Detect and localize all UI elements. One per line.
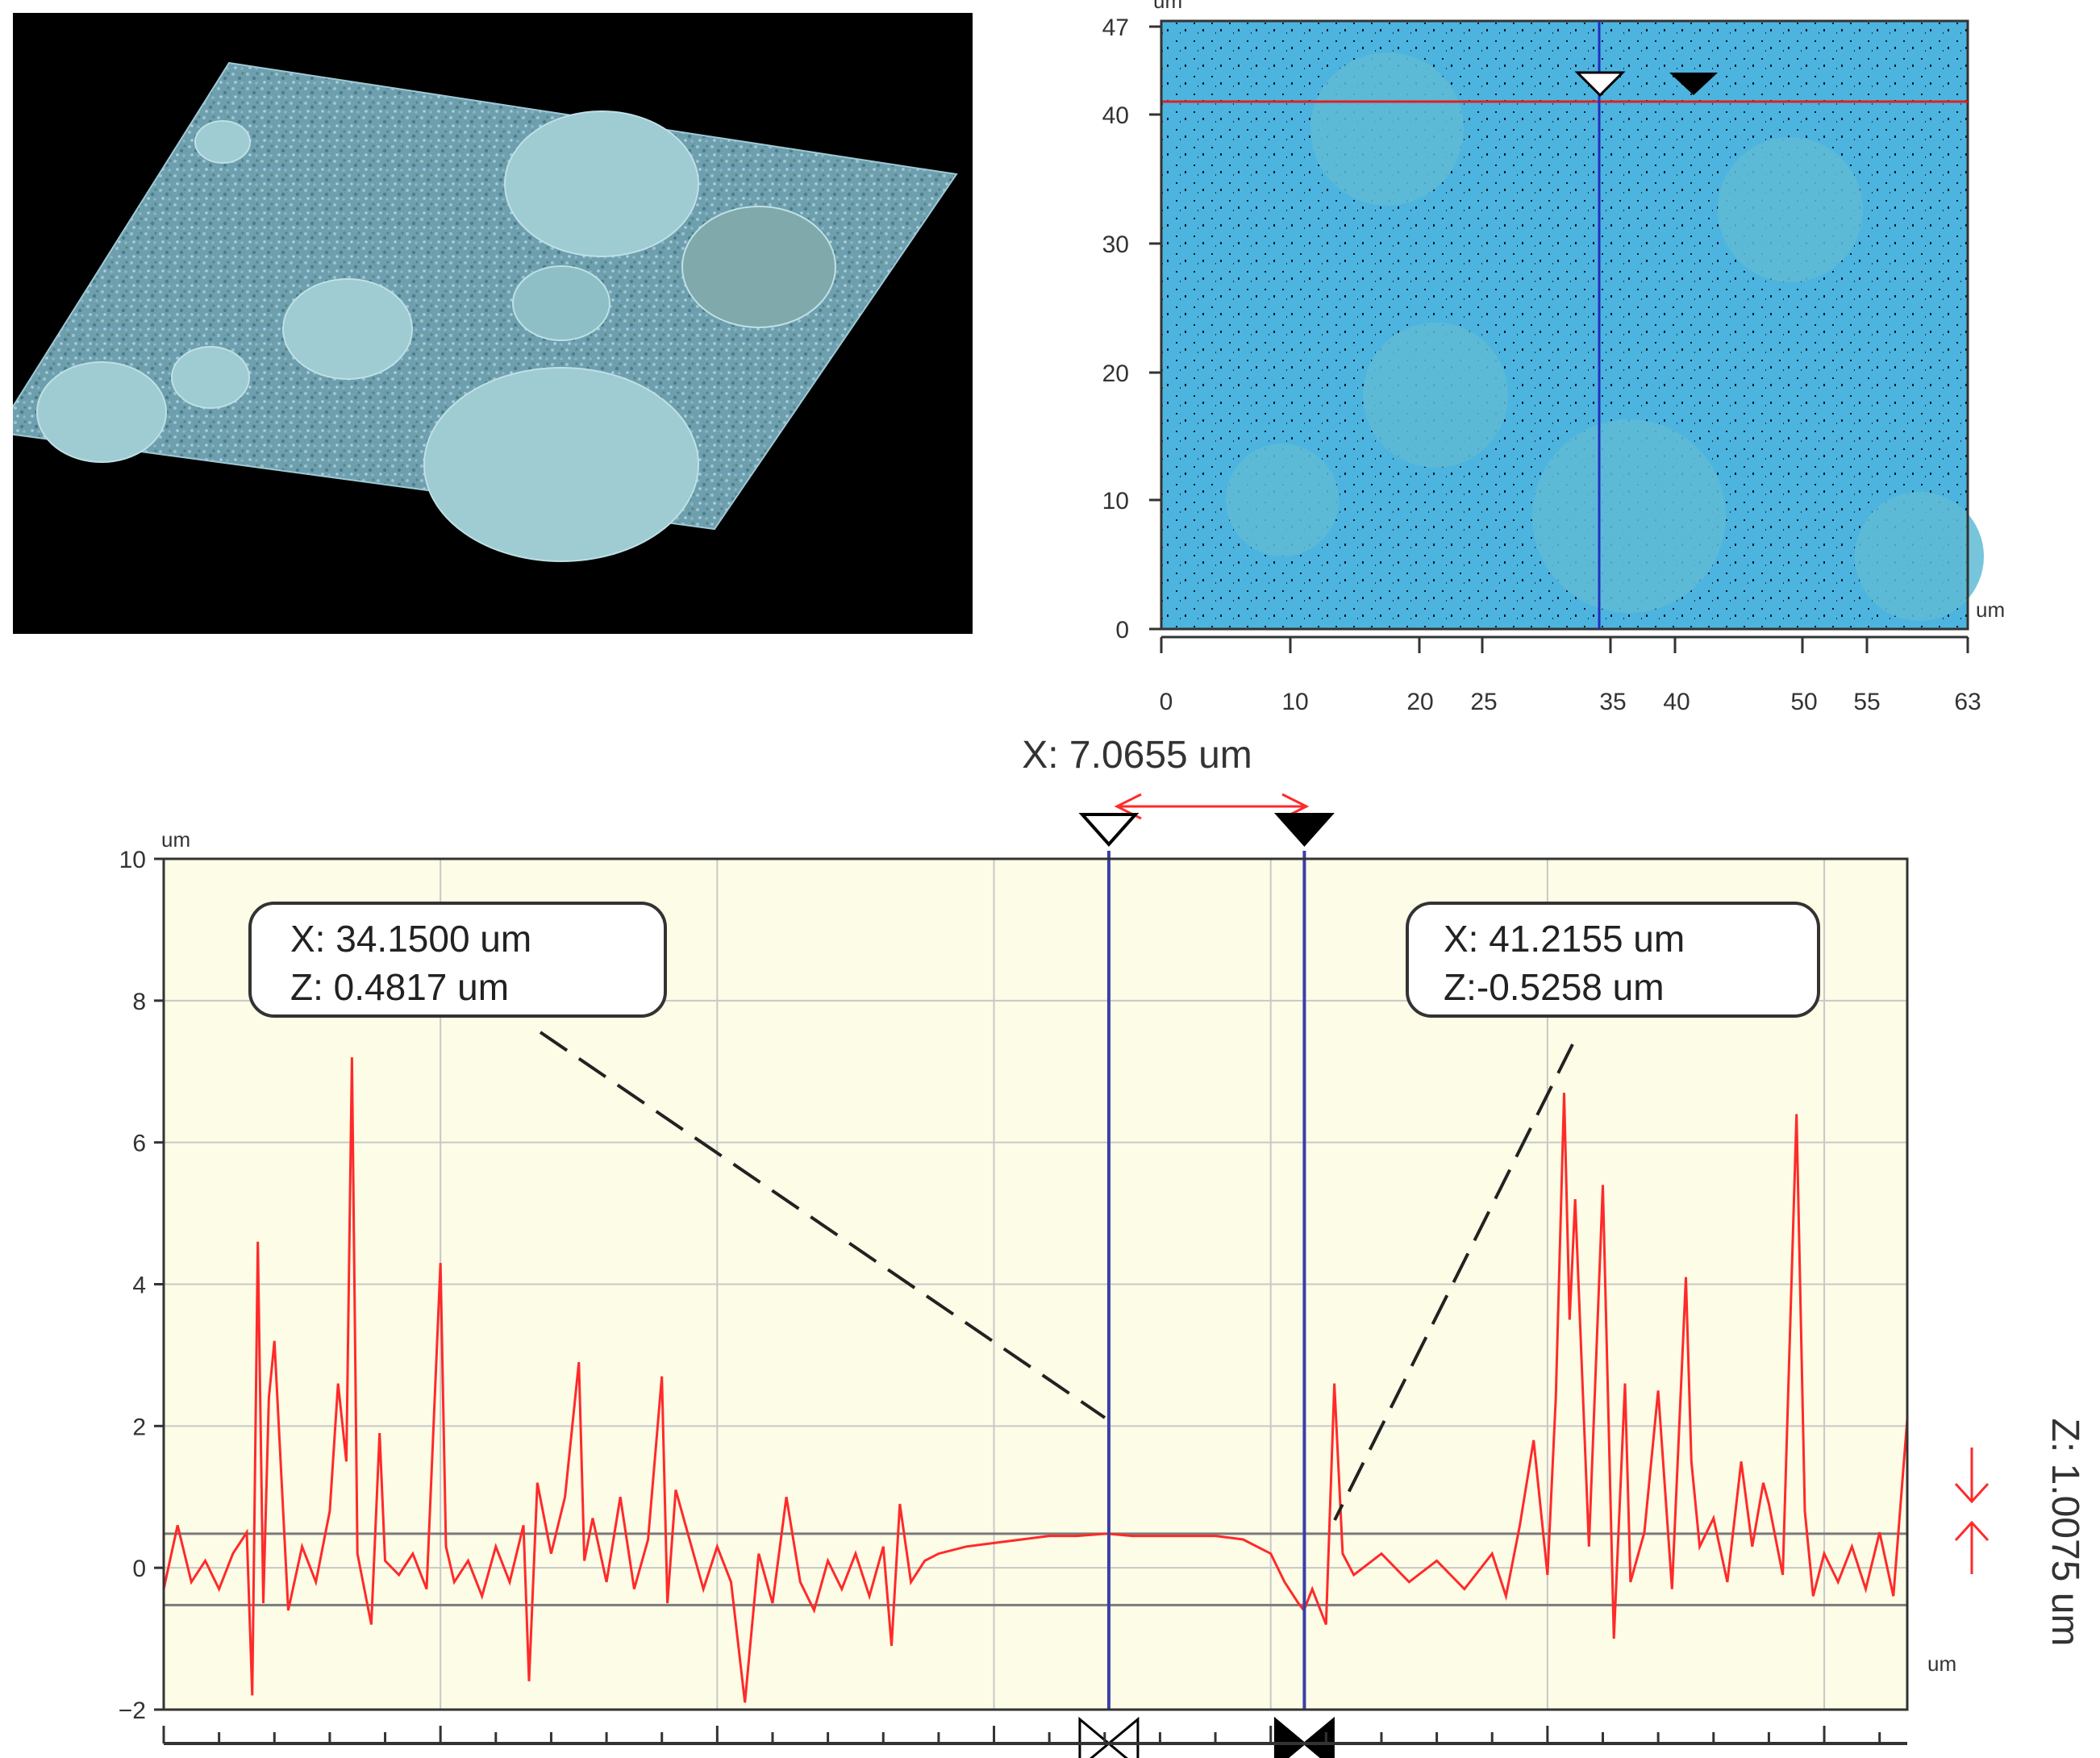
y-tick-label: 4 — [132, 1273, 146, 1299]
map-y-unit: um — [1153, 0, 1182, 13]
x-axis: 0 10 20 30 40 50 60 — [157, 1726, 1907, 1758]
y-tick-label: 6 — [132, 1131, 146, 1157]
map-x-tick: 40 — [1663, 689, 1690, 715]
delta-x-readout: X: 7.0655 um — [1022, 734, 1252, 777]
map-x-tick: 35 — [1599, 689, 1626, 715]
y-tick-label: 0 — [132, 1556, 146, 1582]
z-band — [164, 1532, 1907, 1606]
y-unit: um — [161, 827, 190, 852]
map-x-tick: 25 — [1470, 689, 1497, 715]
cursor1-callout: X: 34.1500 um Z: 0.4817 um — [248, 902, 667, 1018]
y-tick-label: −2 — [119, 1698, 146, 1724]
callout-box — [1406, 902, 1820, 1018]
x-unit: um — [1927, 1652, 1956, 1676]
surface-3d-view — [13, 13, 973, 634]
cursor-marker-bottom-right-1[interactable] — [1106, 1716, 1140, 1758]
callout2-leader — [1333, 1044, 1574, 1521]
map-y-axis — [1149, 21, 1163, 631]
y-axis: 10 8 6 4 2 0 −2 — [119, 847, 164, 1724]
cursor-marker-top-2[interactable] — [1273, 813, 1335, 848]
x-tick-label: 40 — [1257, 1755, 1284, 1758]
surface-features — [36, 110, 836, 562]
cursor2-z-label: Z:-0.5258 um — [1444, 966, 1665, 1008]
surface-plane — [13, 61, 958, 531]
x-tick-label: 10 — [427, 1755, 453, 1758]
x-tick-label: 20 — [704, 1755, 731, 1758]
map-x-tick: 50 — [1790, 689, 1817, 715]
cursor2-x-label: X: 41.2155 um — [1444, 918, 1685, 960]
map-y-tick: 40 — [1102, 102, 1129, 129]
map-image — [1161, 21, 1984, 629]
map-y-tick: 10 — [1102, 488, 1129, 514]
profile-line — [162, 1057, 1909, 1703]
delta-z-readout: Z: 1.0075 um — [2044, 1418, 2086, 1647]
callout-box — [248, 902, 667, 1018]
delta-z-arrows — [1954, 1448, 1990, 1574]
map-x-tick: 63 — [1954, 689, 1981, 715]
map-x-tick: 0 — [1160, 689, 1173, 715]
cursor1-x-label: X: 34.1500 um — [290, 918, 531, 960]
cursor-marker-top-1[interactable] — [1078, 813, 1140, 848]
map-x-unit: um — [1976, 598, 2005, 622]
x-tick-label: 60 — [1810, 1755, 1837, 1758]
map-y-tick: 47 — [1102, 15, 1129, 41]
map-x-tick: 10 — [1281, 689, 1308, 715]
cursor2-callout: X: 41.2155 um Z:-0.5258 um — [1406, 902, 1820, 1018]
map-y-tick: 20 — [1102, 360, 1129, 387]
y-tick-label: 2 — [132, 1414, 146, 1440]
map-x-tick: 55 — [1853, 689, 1880, 715]
surface-map: 47 40 30 20 10 0 um 0 10 20 25 35 40 50 … — [1102, 0, 2006, 715]
profile-series — [162, 1057, 1909, 1703]
cursor-marker-bottom-left-2[interactable] — [1273, 1716, 1306, 1758]
map-x-axis — [1160, 635, 1969, 653]
map-y-tick: 0 — [1115, 617, 1129, 644]
map-x-tick-labels: 0 10 20 25 35 40 50 55 63 — [1160, 689, 1981, 715]
y-tick-label: 10 — [119, 847, 146, 873]
x-tick-label: 0 — [157, 1755, 171, 1758]
x-tick-label: 30 — [981, 1755, 1007, 1758]
map-x-tick: 20 — [1406, 689, 1433, 715]
map-y-tick: 30 — [1102, 231, 1129, 258]
map-cursor2-marker[interactable] — [1669, 73, 1718, 95]
callout1-leader — [539, 1031, 1106, 1419]
cursor-marker-bottom-right-2[interactable] — [1302, 1716, 1335, 1758]
y-tick-label: 8 — [132, 989, 146, 1015]
x-tick-label: 50 — [1534, 1755, 1560, 1758]
cursor1-z-label: Z: 0.4817 um — [290, 966, 509, 1008]
map-cursor1-marker[interactable] — [1574, 71, 1626, 98]
map-y-tick-labels: 47 40 30 20 10 0 — [1102, 15, 1129, 644]
